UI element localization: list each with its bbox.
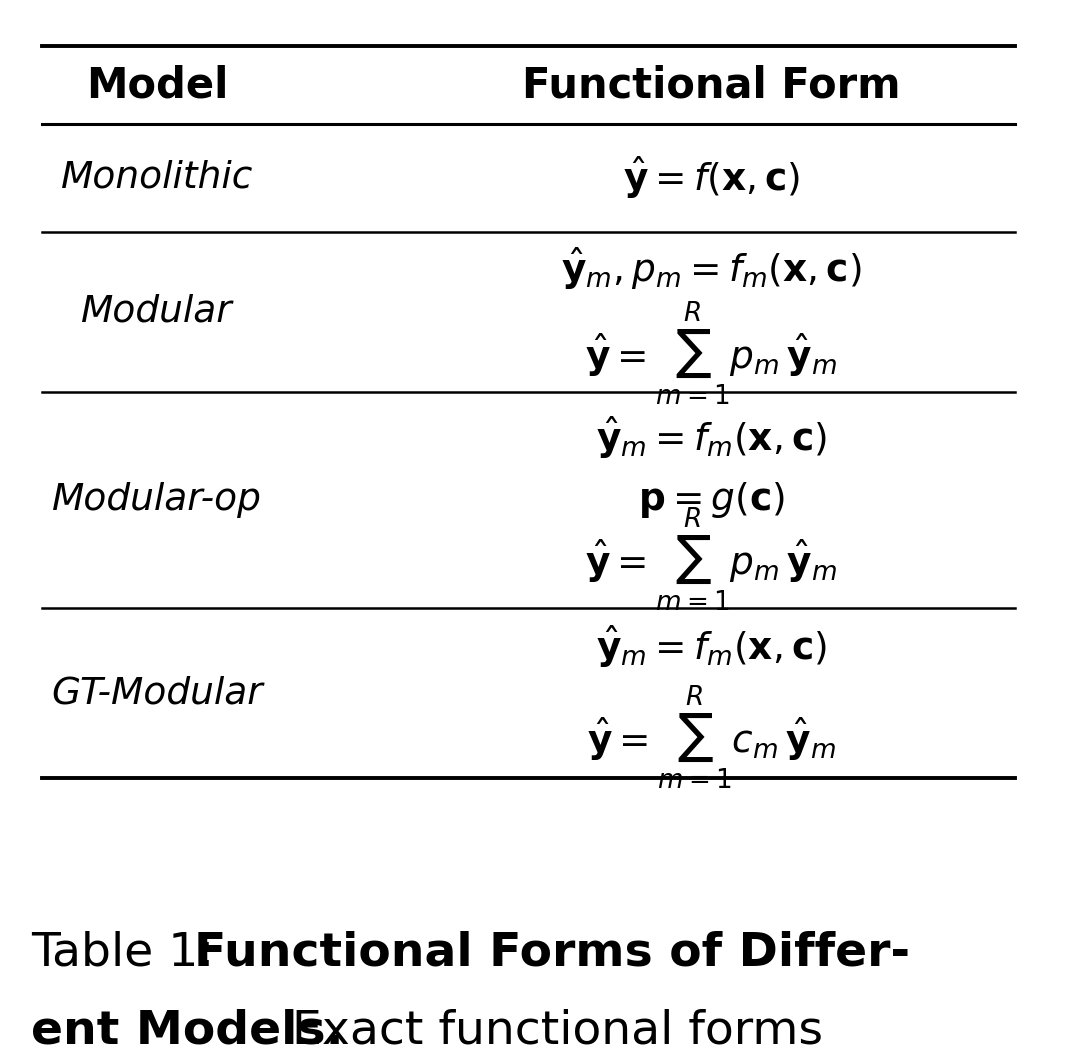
Text: $\hat{\mathbf{y}}_m = f_m(\mathbf{x}, \mathbf{c})$: $\hat{\mathbf{y}}_m = f_m(\mathbf{x}, \m…: [596, 623, 827, 671]
Text: $\hat{\mathbf{y}} = \sum_{m=1}^{R} p_m\, \hat{\mathbf{y}}_m$: $\hat{\mathbf{y}} = \sum_{m=1}^{R} p_m\,…: [585, 301, 837, 409]
Text: $\hat{\mathbf{y}}_m = f_m(\mathbf{x}, \mathbf{c})$: $\hat{\mathbf{y}}_m = f_m(\mathbf{x}, \m…: [596, 415, 827, 461]
Text: Model: Model: [85, 64, 228, 106]
Text: $\hat{\mathbf{y}} = f(\mathbf{x}, \mathbf{c})$: $\hat{\mathbf{y}} = f(\mathbf{x}, \mathb…: [622, 155, 800, 201]
Text: $\hat{\mathbf{y}} = \sum_{m=1}^{R} c_m\, \hat{\mathbf{y}}_m$: $\hat{\mathbf{y}} = \sum_{m=1}^{R} c_m\,…: [586, 684, 836, 793]
Text: Monolithic: Monolithic: [60, 160, 253, 196]
Text: $\mathbf{p} = g(\mathbf{c})$: $\mathbf{p} = g(\mathbf{c})$: [638, 480, 785, 520]
Text: Functional Form: Functional Form: [522, 64, 901, 106]
Text: $\hat{\mathbf{y}} = \sum_{m=1}^{R} p_m\, \hat{\mathbf{y}}_m$: $\hat{\mathbf{y}} = \sum_{m=1}^{R} p_m\,…: [585, 508, 837, 616]
Text: Exact functional forms: Exact functional forms: [278, 1008, 823, 1053]
Text: $\hat{\mathbf{y}}_m, p_m = f_m(\mathbf{x}, \mathbf{c})$: $\hat{\mathbf{y}}_m, p_m = f_m(\mathbf{x…: [561, 245, 862, 292]
Text: Modular-op: Modular-op: [52, 482, 261, 518]
Text: Functional Forms of Differ-: Functional Forms of Differ-: [193, 931, 909, 976]
Text: Modular: Modular: [81, 294, 232, 330]
Text: Table 1:: Table 1:: [31, 931, 245, 976]
Text: GT-Modular: GT-Modular: [51, 675, 262, 711]
Text: ent Models.: ent Models.: [31, 1008, 345, 1053]
